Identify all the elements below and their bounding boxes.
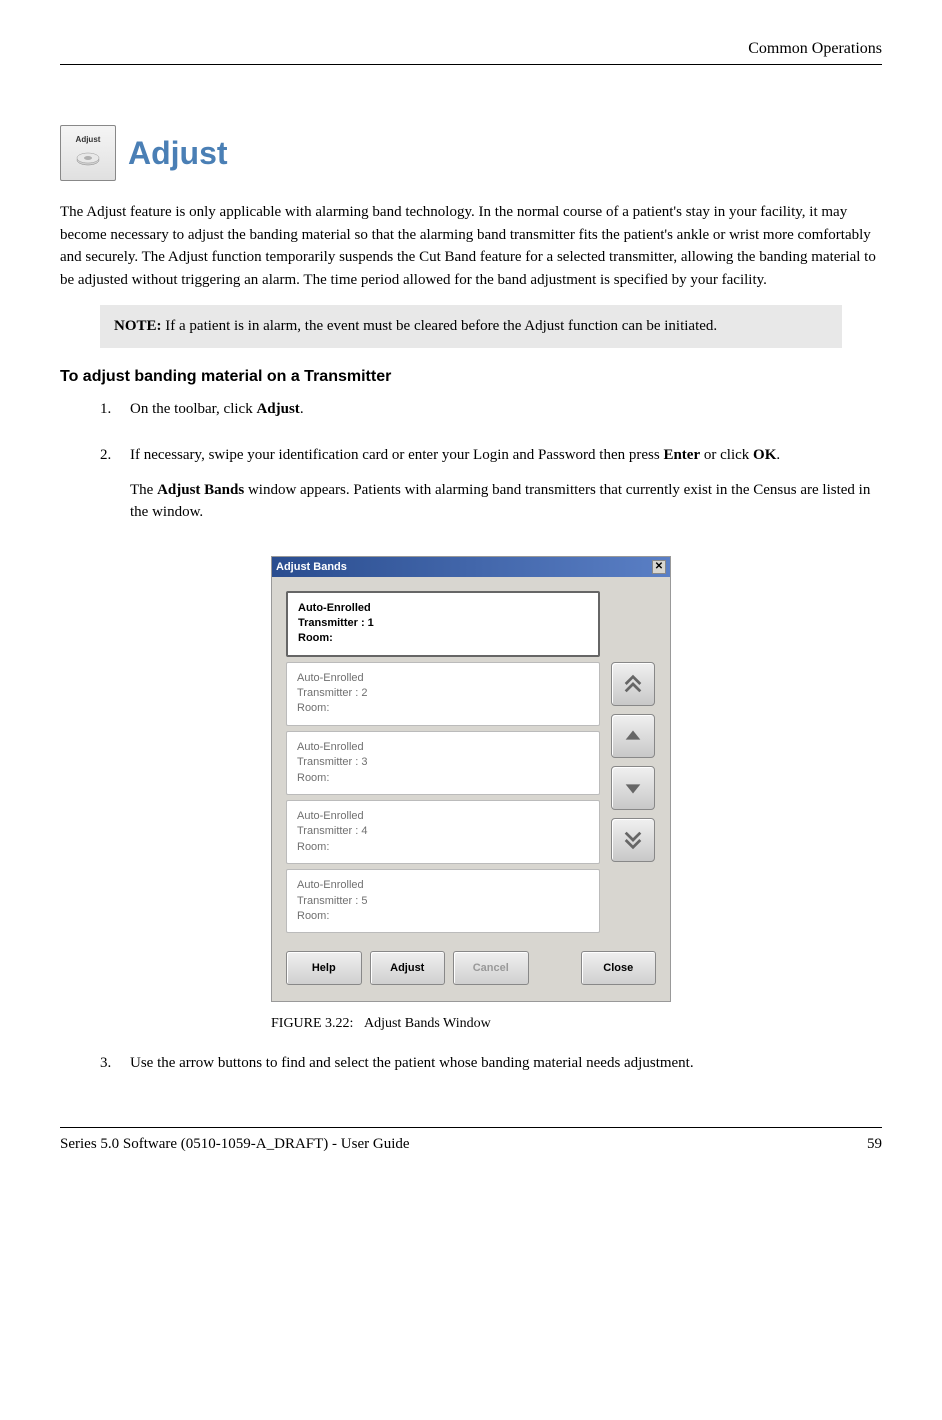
dialog-footer: Help Adjust Cancel Close [272,941,670,1001]
dialog-titlebar: Adjust Bands ✕ [272,557,670,577]
transmitter-list: Auto-Enrolled Transmitter : 1 Room: Auto… [286,591,600,934]
page-header-section: Common Operations [60,40,882,64]
footer-gap [537,951,573,985]
scroll-up-button[interactable] [611,714,655,758]
note-box: NOTE: If a patient is in alarm, the even… [100,305,842,348]
cancel-button[interactable]: Cancel [453,951,529,985]
step-text: The [130,482,157,498]
step-1: 1. On the toolbar, click Adjust. [100,398,882,433]
item-line: Auto-Enrolled [297,809,589,824]
step-text: . [776,447,780,463]
procedure-list: 1. On the toolbar, click Adjust. 2. If n… [60,398,882,536]
close-button[interactable]: Close [581,951,657,985]
step-bold: Enter [663,447,700,463]
item-line: Transmitter : 3 [297,755,589,770]
item-line: Transmitter : 4 [297,824,589,839]
item-line: Room: [297,771,589,786]
close-icon[interactable]: ✕ [652,560,666,574]
adjust-bands-dialog: Adjust Bands ✕ Auto-Enrolled Transmitter… [271,556,671,1003]
double-up-arrow-icon [622,673,644,695]
footer-rule [60,1127,882,1128]
list-item[interactable]: Auto-Enrolled Transmitter : 2 Room: [286,662,600,726]
procedure-heading: To adjust banding material on a Transmit… [60,368,882,386]
item-line: Transmitter : 1 [298,616,588,631]
help-button[interactable]: Help [286,951,362,985]
header-rule [60,64,882,65]
footer-page-number: 59 [867,1136,882,1153]
step-number: 3. [100,1052,130,1087]
section-title: Adjust [128,135,228,172]
scroll-top-button[interactable] [611,662,655,706]
intro-paragraph: The Adjust feature is only applicable wi… [60,201,882,291]
step-content: Use the arrow buttons to find and select… [130,1052,882,1087]
step-content: If necessary, swipe your identification … [130,444,882,536]
step-content: On the toolbar, click Adjust. [130,398,882,433]
step-text: or click [700,447,753,463]
scroll-bottom-button[interactable] [611,818,655,862]
figure-text: Adjust Bands Window [364,1016,491,1031]
step-number: 2. [100,444,130,536]
dialog-title: Adjust Bands [276,561,347,573]
figure-caption: FIGURE 3.22: Adjust Bands Window [271,1016,671,1032]
note-text: If a patient is in alarm, the event must… [162,318,718,334]
item-line: Auto-Enrolled [297,671,589,686]
step-2: 2. If necessary, swipe your identificati… [100,444,882,536]
step-bold: Adjust [256,401,299,417]
step-text: If necessary, swipe your identification … [130,447,663,463]
step-text: Use the arrow buttons to find and select… [130,1052,882,1075]
figure-label: FIGURE 3.22: [271,1016,353,1031]
item-line: Auto-Enrolled [297,740,589,755]
step-3: 3. Use the arrow buttons to find and sel… [100,1052,882,1087]
item-line: Room: [297,909,589,924]
step-bold: Adjust Bands [157,482,244,498]
dial-icon [75,146,101,172]
dialog-body: Auto-Enrolled Transmitter : 1 Room: Auto… [272,577,670,942]
item-line: Room: [297,840,589,855]
item-line: Auto-Enrolled [297,878,589,893]
step-text: On the toolbar, click [130,401,256,417]
scroll-buttons [600,591,656,934]
scroll-down-button[interactable] [611,766,655,810]
item-line: Transmitter : 5 [297,894,589,909]
down-arrow-icon [622,777,644,799]
note-label: NOTE: [114,318,162,334]
step-number: 1. [100,398,130,433]
up-arrow-icon [622,725,644,747]
section-heading-row: Adjust Adjust [60,125,882,181]
figure-container: Adjust Bands ✕ Auto-Enrolled Transmitter… [271,556,671,1033]
adjust-button[interactable]: Adjust [370,951,446,985]
item-line: Room: [298,631,588,646]
adjust-icon-label: Adjust [76,135,101,144]
list-item[interactable]: Auto-Enrolled Transmitter : 4 Room: [286,800,600,864]
list-item[interactable]: Auto-Enrolled Transmitter : 3 Room: [286,731,600,795]
item-line: Auto-Enrolled [298,601,588,616]
step-bold: OK [753,447,776,463]
step-text: . [300,401,304,417]
list-item[interactable]: Auto-Enrolled Transmitter : 5 Room: [286,869,600,933]
list-item[interactable]: Auto-Enrolled Transmitter : 1 Room: [286,591,600,657]
footer-left: Series 5.0 Software (0510-1059-A_DRAFT) … [60,1136,410,1153]
adjust-toolbar-icon: Adjust [60,125,116,181]
page-footer: Series 5.0 Software (0510-1059-A_DRAFT) … [60,1136,882,1173]
item-line: Room: [297,701,589,716]
double-down-arrow-icon [622,829,644,851]
item-line: Transmitter : 2 [297,686,589,701]
procedure-list-continued: 3. Use the arrow buttons to find and sel… [60,1052,882,1087]
